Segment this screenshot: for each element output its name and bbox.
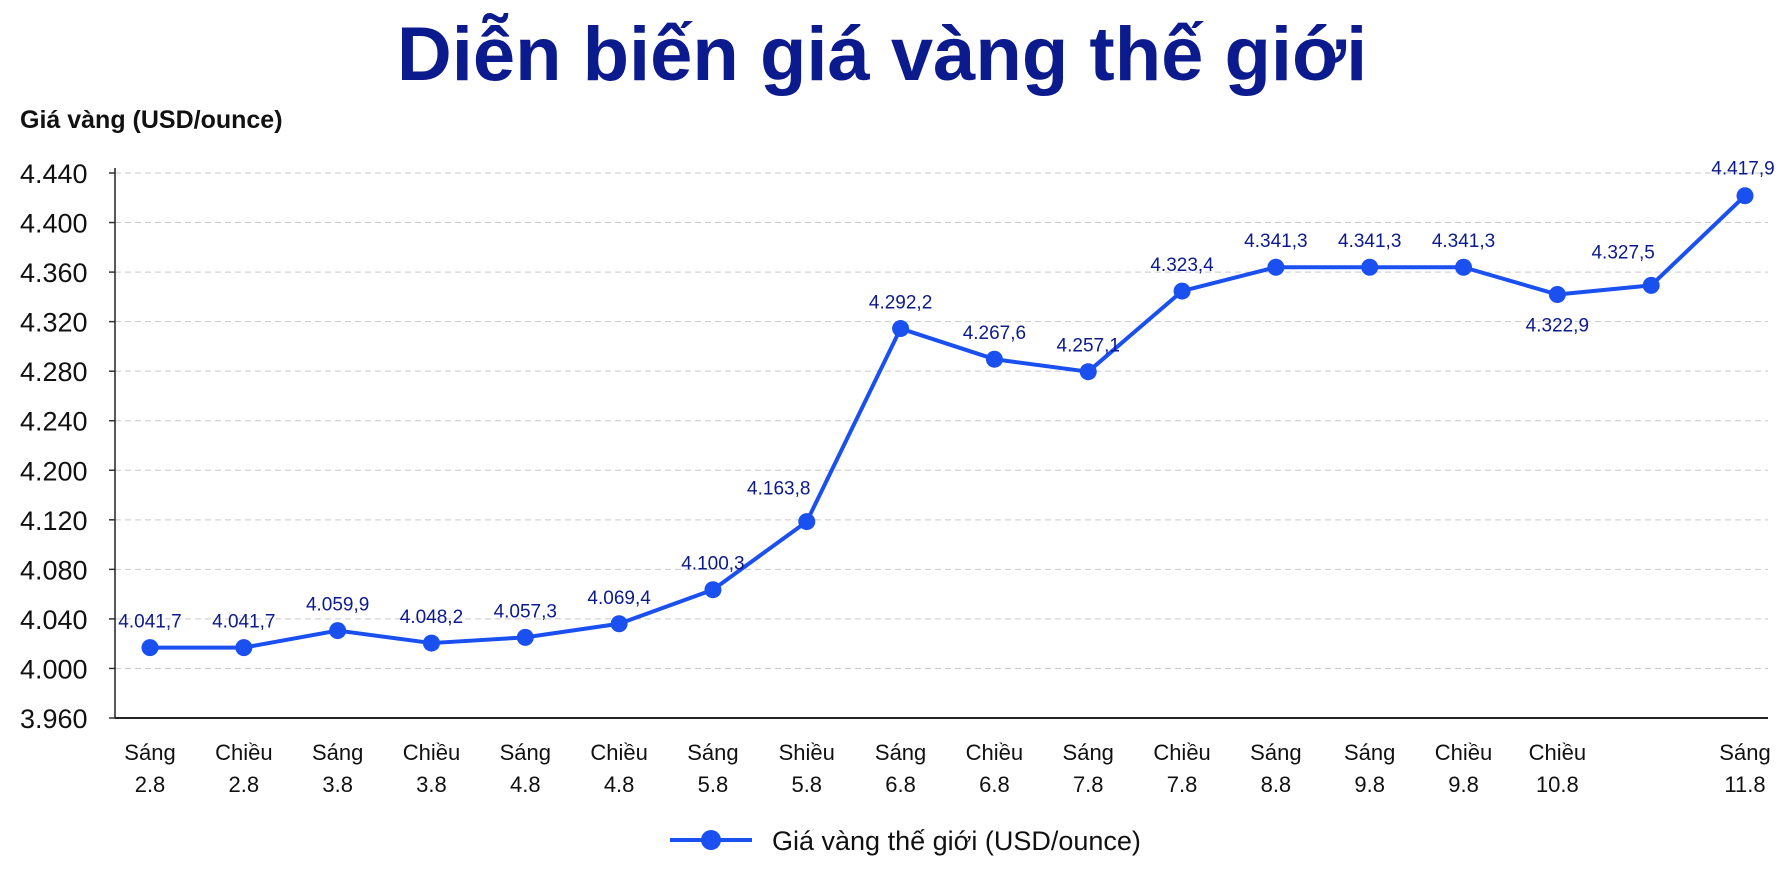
data-point [235, 639, 253, 657]
data-labels: 4.041,7 4.041,7 4.059,9 4.048,2 4.057,3 4.069… [118, 159, 1774, 633]
x-tick-label: Chiều 7.8 [1153, 740, 1210, 797]
data-label: 4.327,5 [1591, 242, 1654, 263]
data-point [1736, 187, 1754, 205]
x-tick-label: Sáng 7.8 [1063, 740, 1114, 797]
data-point [798, 513, 816, 531]
y-tick-label: 4.040 [20, 605, 88, 635]
y-tick-label: 4.120 [20, 506, 88, 536]
y-tick-label: 4.440 [20, 159, 88, 189]
data-point [610, 615, 628, 633]
y-tick-label: 4.240 [20, 407, 88, 437]
x-tick-label: Sáng 9.8 [1344, 740, 1395, 797]
data-label: 4.163,8 [747, 479, 810, 500]
series-line [148, 193, 1747, 650]
x-tick-label: Sáng 3.8 [312, 740, 363, 797]
y-tick-label: 4.280 [20, 357, 88, 387]
y-tick-label: 4.080 [20, 555, 88, 585]
chart-title: Diễn biến giá vàng thế giới [397, 12, 1367, 97]
data-label: 4.417,9 [1711, 159, 1774, 180]
y-tick-label: 4.200 [20, 456, 88, 486]
data-label: 4.069,4 [587, 588, 651, 609]
y-axis-ticks: 4.440 4.400 4.360 4.320 4.280 4.240 4.200 4.120… [20, 159, 115, 734]
data-label: 4.292,2 [869, 293, 932, 314]
data-label: 4.341,3 [1244, 231, 1307, 252]
data-point [516, 628, 534, 646]
data-label: 4.041,7 [212, 612, 275, 633]
x-tick-label: Chiều 3.8 [403, 740, 460, 797]
data-label: 4.100,3 [681, 554, 744, 575]
legend: Giá vàng thế giới (USD/ounce) [670, 826, 1141, 856]
x-tick-label: Chiều 6.8 [966, 740, 1023, 797]
x-tick-label: Sáng 8.8 [1250, 740, 1301, 797]
y-axis-label: Giá vàng (USD/ounce) [20, 106, 283, 134]
x-tick-label: Sáng 6.8 [875, 740, 926, 797]
x-tick-label: Sáng 5.8 [687, 740, 738, 797]
legend-point-marker [701, 830, 721, 850]
data-point [892, 320, 910, 338]
data-label: 4.059,9 [306, 595, 369, 616]
data-label: 4.341,3 [1338, 231, 1401, 252]
x-tick-label: Chiều 4.8 [590, 740, 647, 797]
data-point [1173, 282, 1191, 300]
x-tick-label: Chiều 2.8 [215, 740, 272, 797]
x-tick-label: Shiều 5.8 [779, 740, 835, 797]
y-tick-label: 4.320 [20, 308, 88, 338]
data-point [1267, 258, 1285, 276]
data-label: 4.257,1 [1057, 336, 1120, 357]
data-point [704, 581, 722, 599]
y-tick-label: 3.960 [20, 704, 88, 734]
data-point [985, 350, 1003, 368]
series-group [141, 187, 1754, 657]
data-point [329, 622, 347, 640]
gridlines [115, 172, 1768, 669]
data-label: 4.048,2 [400, 607, 463, 628]
data-point [141, 639, 159, 657]
data-point [422, 634, 440, 652]
data-label: 4.041,7 [118, 612, 181, 633]
y-tick-label: 4.360 [20, 258, 88, 288]
data-point [1642, 276, 1660, 294]
data-point [1548, 285, 1566, 303]
data-label: 4.322,9 [1526, 315, 1589, 336]
data-point [1361, 258, 1379, 276]
x-tick-label: Chiều 10.8 [1529, 740, 1586, 797]
data-label: 4.057,3 [494, 601, 557, 622]
y-tick-label: 4.400 [20, 209, 88, 239]
x-tick-label: Sáng 11.8 [1719, 740, 1770, 797]
data-label: 4.341,3 [1432, 231, 1495, 252]
x-tick-label: Sáng 4.8 [500, 740, 551, 797]
axes [114, 168, 1768, 719]
data-label: 4.323,4 [1150, 255, 1214, 276]
y-tick-label: 4.000 [20, 654, 88, 684]
x-tick-label: Chiều 9.8 [1435, 740, 1492, 797]
data-label: 4.267,6 [963, 323, 1026, 344]
x-axis-ticks: Sáng 2.8 Chiều 2.8 Sáng 3.8 Chiều 3.8 Sáng 4.8 Chi… [124, 740, 1770, 797]
data-point [1455, 258, 1473, 276]
x-tick-label: Sáng 2.8 [124, 740, 175, 797]
legend-label: Giá vàng thế giới (USD/ounce) [772, 826, 1141, 856]
data-point [1079, 363, 1097, 381]
